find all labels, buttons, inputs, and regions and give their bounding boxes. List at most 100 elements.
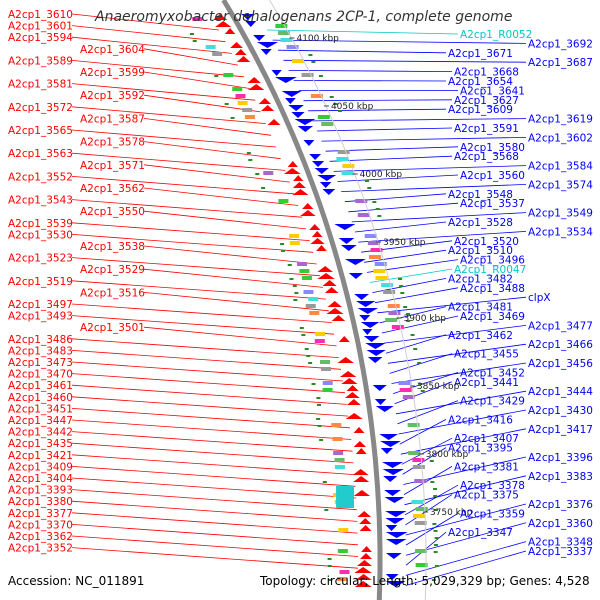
gc-tick [316,404,321,406]
cog-block [299,269,310,273]
left-gene-label: A2cp1_3486 [8,334,73,346]
right-connector [387,343,527,364]
right-gene-label: A2cp1_3469 [460,311,525,323]
cog-block [402,395,415,399]
forward-gene-arrow [284,168,301,174]
forward-gene-arrow [341,378,358,384]
forward-gene-arrow [353,490,371,496]
genome-backbone [221,0,427,600]
left-connector [143,118,272,136]
gc-tick [311,383,316,385]
left-gene-label: A2cp1_3571 [80,160,145,172]
right-gene-label: A2cp1_3568 [454,151,519,163]
forward-gene-arrow [300,210,316,216]
reverse-gene-arrow [322,189,336,195]
reverse-gene-arrow [340,245,357,251]
reverse-gene-arrow [375,406,394,412]
gc-tick [248,159,253,161]
cog-block [301,276,312,280]
gc-tick [224,103,229,105]
left-gene-label: A2cp1_3404 [8,473,73,485]
accession-text: Accession: NC_011891 [8,574,145,588]
cog-block [277,31,290,35]
gc-tick [433,551,438,553]
cog-block [310,94,323,98]
gc-tick [192,40,197,42]
right-gene-label: A2cp1_3627 [454,95,519,107]
forward-gene-arrow [346,385,359,391]
cog-block [385,318,398,322]
right-gene-label: A2cp1_3462 [448,330,513,342]
right-gene-label: A2cp1_3347 [448,527,513,539]
forward-gene-arrow [344,392,360,398]
right-connector [329,155,453,162]
gc-tick [429,460,434,462]
reverse-gene-arrow [334,224,356,230]
reverse-gene-arrow [241,14,255,20]
left-connector [143,326,337,347]
left-gene-label: A2cp1_3539 [8,218,73,230]
gc-tick [289,278,294,280]
reverse-gene-arrow [359,315,371,321]
kbp-ruler: 4100 kbp 4050 kbp 4000 kbp 3950 kbp 3900 kbp… [289,34,473,518]
cog-block [317,115,330,119]
reverse-gene-arrow [245,21,257,27]
left-connector [143,71,250,89]
right-connector [405,541,527,576]
backbone-arc [221,0,383,600]
gc-tick [410,334,415,336]
left-connector [143,94,261,113]
cog-block [383,290,396,294]
left-connector [71,373,345,394]
right-connector [385,334,447,354]
left-connector [143,245,317,265]
right-gene-label: A2cp1_3609 [448,104,513,116]
gc-tick [318,75,323,77]
left-gene-label: A2cp1_3352 [8,543,73,555]
left-connector [143,210,307,230]
gc-tick [319,439,324,441]
gc-tick [377,215,382,217]
right-connector [381,315,459,334]
right-gene-label: A2cp1_3687 [528,57,593,69]
left-connector [143,141,281,160]
left-gene-label: A2cp1_3461 [8,380,73,392]
reverse-gene-arrow [256,42,279,48]
reverse-gene-arrow [260,49,272,55]
right-gene-label: A2cp1_3395 [448,443,513,455]
genome-summary: Topology: circular; Length: 5,029,329 bp… [260,574,590,588]
cog-block [332,437,343,441]
reverse-gene-arrow [367,357,383,363]
left-connector [71,535,359,557]
right-gene-label: A2cp1_3456 [528,358,593,370]
ruler-label: 3750 kbp [430,508,473,518]
gc-tick [293,299,298,301]
cog-block [374,262,387,266]
right-gene-label: clpX [528,292,551,304]
reverse-gene-arrow [372,385,387,391]
cog-block [237,101,248,105]
gc-tick [337,110,342,112]
left-gene-label: A2cp1_3589 [8,55,73,67]
forward-gene-arrow [339,371,357,377]
left-gene-label: A2cp1_3538 [80,241,145,253]
left-gene-label: A2cp1_3550 [80,206,145,218]
gc-tick [292,285,297,287]
reverse-gene-arrow [384,497,405,503]
left-gene-label: A2cp1_3451 [8,403,73,415]
forward-gene-arrow [267,119,281,125]
gc-tick [304,348,309,350]
right-gene-label: A2cp1_3481 [448,302,513,314]
ruler-arc [269,0,427,600]
gc-tick [214,75,219,77]
left-connector [143,48,239,66]
cog-block [339,570,350,574]
cog-block [322,388,333,392]
gc-tick [329,96,334,98]
left-gene-label: A2cp1_3380 [8,496,73,508]
left-gene-label: A2cp1_3581 [8,79,73,91]
reverse-gene-arrow [380,448,393,454]
gc-tick [433,544,438,546]
forward-gene-arrow [310,238,325,244]
reverse-gene-arrow [274,77,297,83]
